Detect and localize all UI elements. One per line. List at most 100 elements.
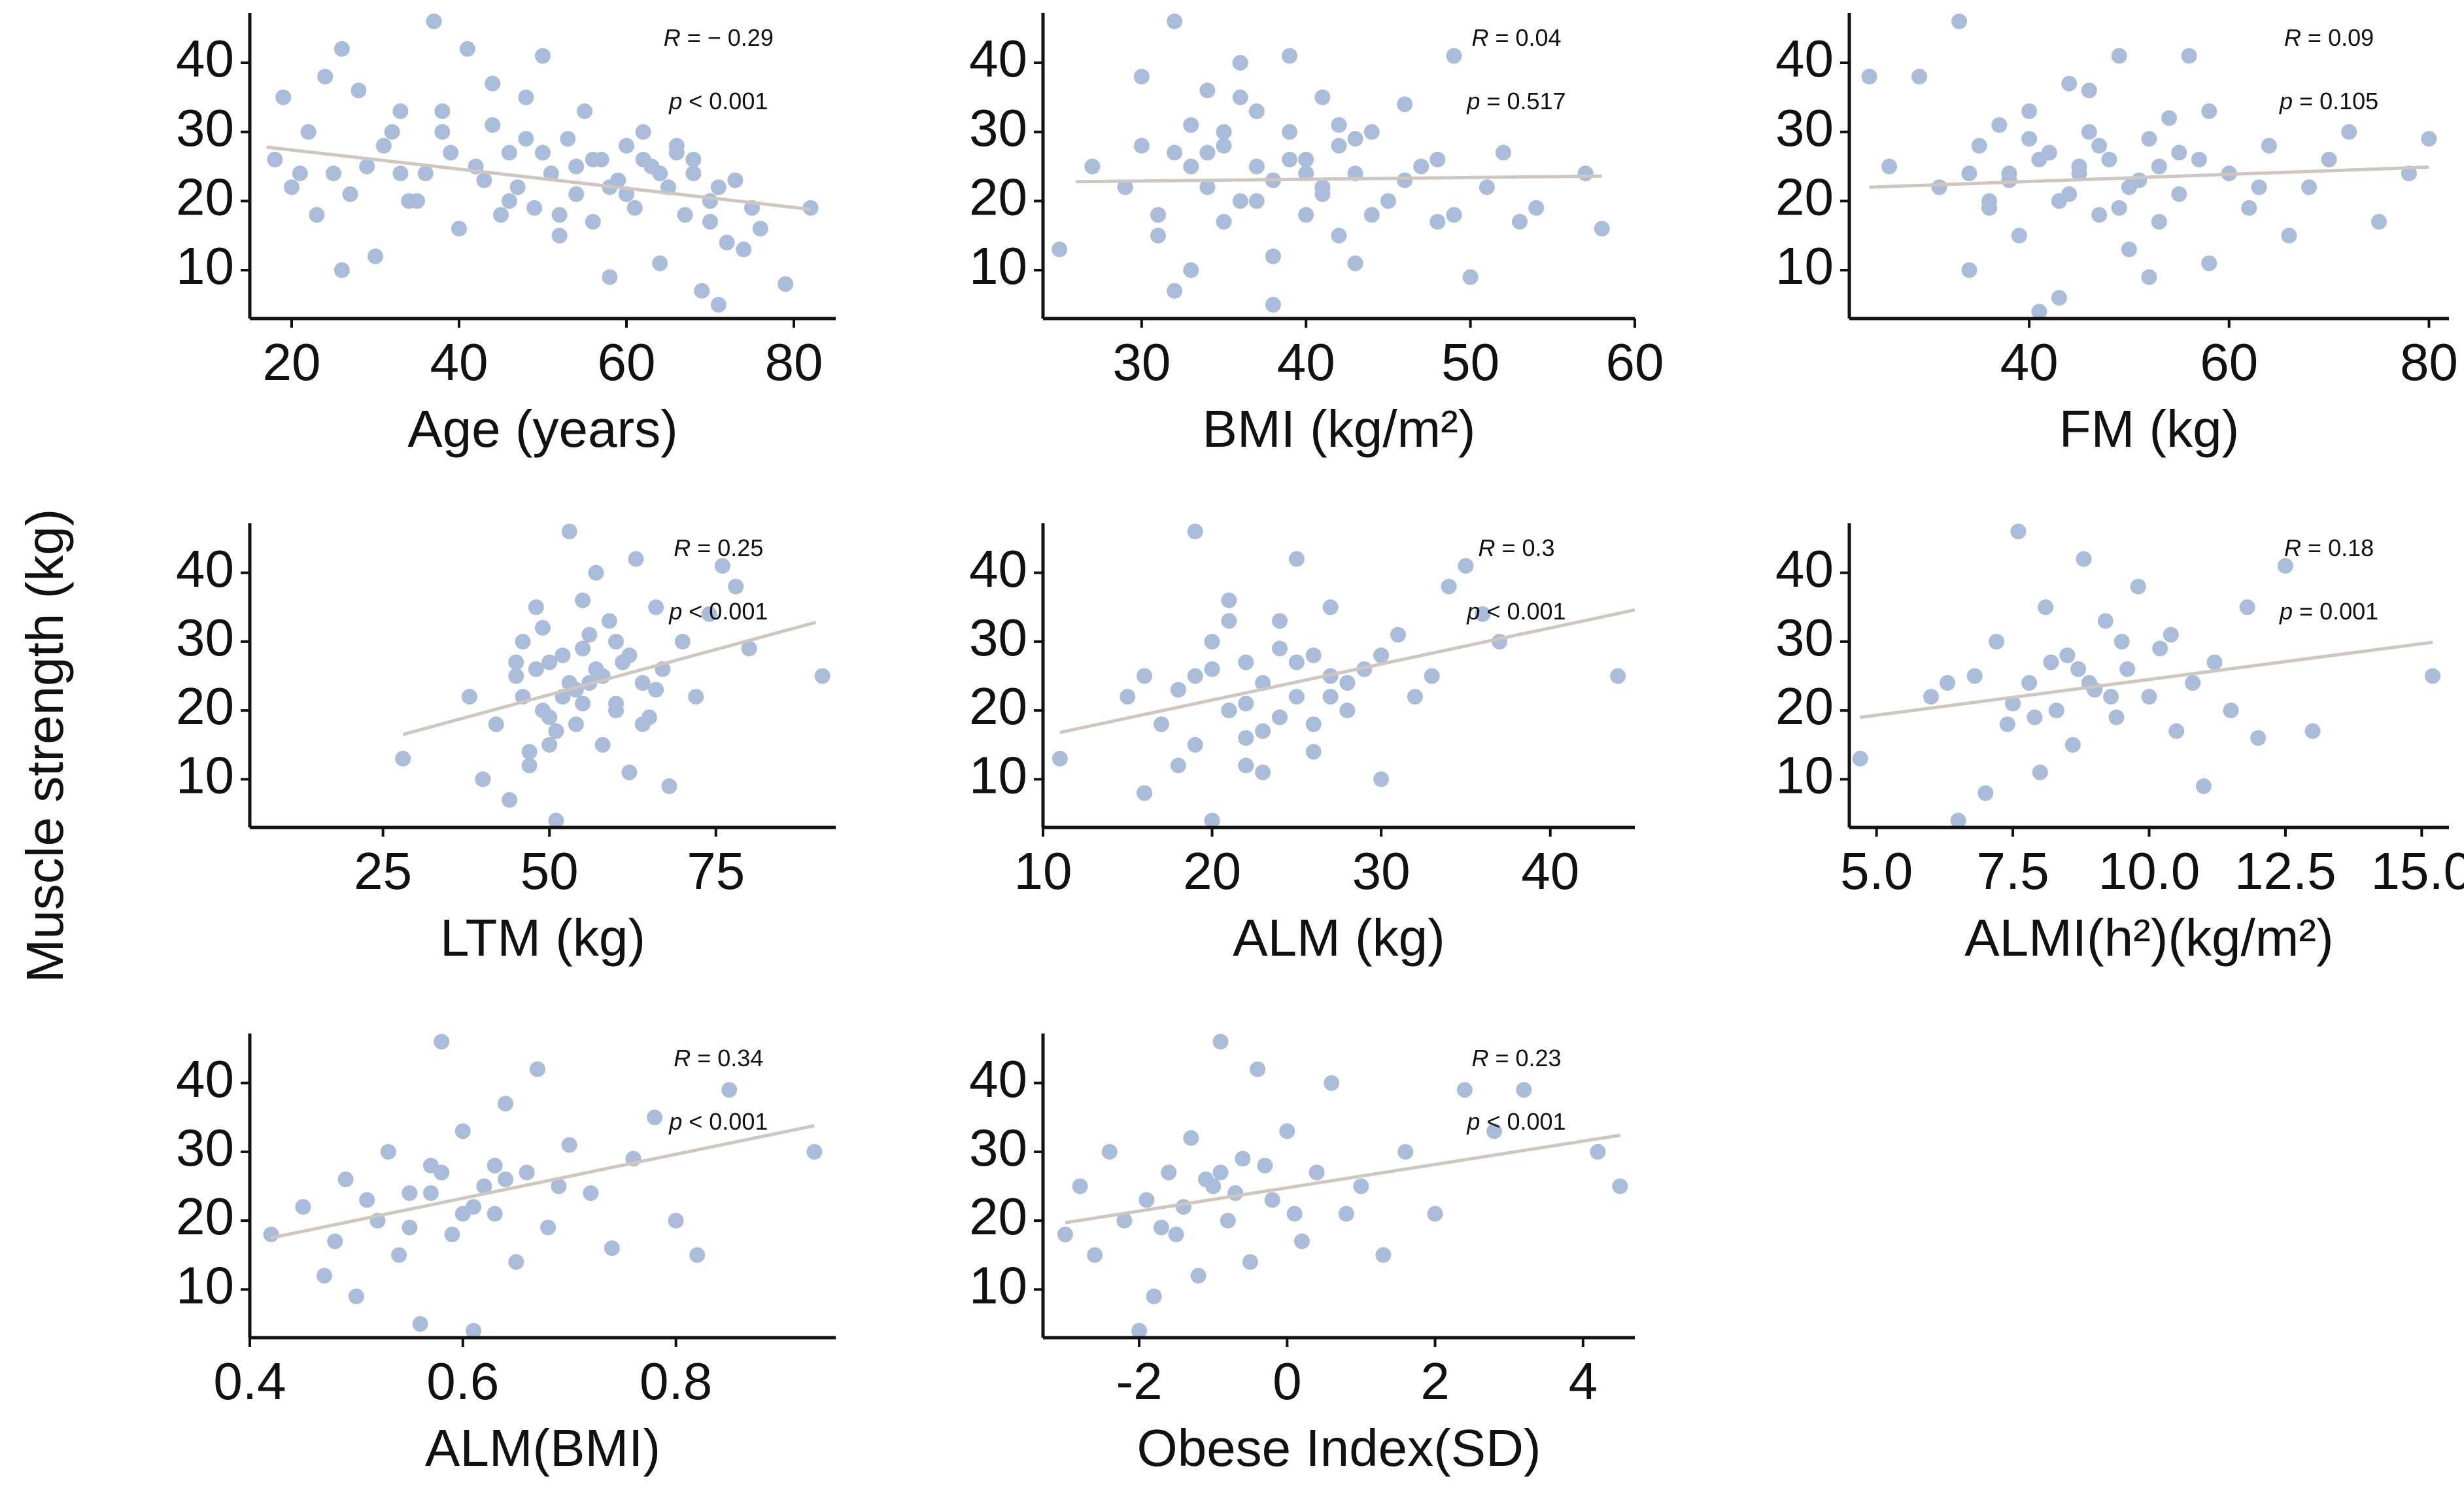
data-point — [1590, 1143, 1606, 1160]
data-point — [1495, 145, 1511, 161]
data-point — [2081, 124, 2097, 140]
x-tick-label: 60 — [598, 333, 656, 391]
data-point — [608, 703, 624, 719]
data-point — [1232, 193, 1248, 209]
data-point — [604, 1240, 620, 1257]
data-point — [543, 165, 559, 182]
data-point — [1322, 689, 1339, 705]
data-point — [1407, 689, 1423, 705]
data-point — [454, 1123, 471, 1139]
data-point — [426, 13, 442, 29]
data-point — [1373, 647, 1390, 663]
x-tick-label: 0.6 — [426, 1352, 499, 1410]
data-point — [263, 1226, 279, 1243]
data-point — [548, 723, 564, 739]
data-point — [588, 565, 604, 581]
x-tick-label: 40 — [1277, 333, 1335, 391]
x-tick-label: 10 — [1014, 842, 1072, 900]
data-point — [1331, 117, 1347, 133]
y-tick-label: 30 — [176, 99, 234, 157]
data-point — [581, 627, 598, 643]
data-point — [1212, 1164, 1229, 1181]
data-point — [621, 647, 638, 663]
data-point — [551, 228, 568, 244]
data-point — [561, 523, 577, 540]
data-point — [634, 675, 651, 691]
x-tick-label: 0 — [1273, 1352, 1302, 1410]
data-point — [1084, 158, 1101, 175]
data-point — [1187, 523, 1203, 540]
data-point — [459, 41, 475, 57]
data-point — [2425, 668, 2440, 684]
data-point — [585, 151, 601, 167]
data-point — [485, 75, 501, 92]
data-point — [2277, 558, 2293, 574]
x-tick-label: 80 — [765, 333, 823, 391]
r-annotation: R = 0.04 — [1471, 24, 1561, 51]
y-tick-label: 30 — [969, 1119, 1027, 1177]
data-point — [488, 716, 504, 733]
data-point — [1167, 13, 1183, 29]
data-point — [485, 117, 501, 133]
data-point — [487, 1157, 503, 1173]
p-annotation: p = 0.105 — [2279, 88, 2378, 114]
data-point — [1961, 262, 1977, 278]
data-point — [1116, 1213, 1133, 1229]
data-point — [2011, 228, 2027, 244]
r-annotation: R = 0.34 — [674, 1045, 763, 1071]
data-point — [1216, 214, 1232, 230]
data-point — [515, 633, 531, 650]
r-annotation: R = 0.25 — [674, 534, 763, 561]
x-tick-label: 60 — [1606, 333, 1664, 391]
data-point — [501, 145, 517, 161]
data-point — [619, 137, 634, 154]
regression-line — [1076, 174, 1602, 184]
data-point — [1183, 1130, 1199, 1146]
x-axis-title: ALM (kg) — [1233, 909, 1445, 967]
data-point — [2421, 131, 2437, 147]
x-tick-label: 25 — [354, 842, 412, 900]
data-point — [521, 757, 538, 774]
data-point — [2101, 151, 2117, 167]
data-point — [1216, 124, 1232, 140]
data-point — [728, 578, 744, 595]
data-point — [1190, 1268, 1206, 1284]
data-point — [1133, 69, 1150, 85]
data-point — [814, 668, 830, 684]
x-axis-title: Age (years) — [407, 400, 677, 458]
data-point — [635, 124, 651, 140]
data-point — [1154, 716, 1169, 733]
data-point — [701, 606, 717, 622]
data-point — [1167, 145, 1183, 161]
y-tick-label: 40 — [969, 1050, 1027, 1108]
panel-bmi: 10 20 30 40 30 40 50 60 BMI (kg/m²) R = 0.04 p = 0… — [969, 13, 1664, 458]
data-point — [384, 124, 400, 140]
data-point — [476, 172, 492, 188]
data-point — [391, 1247, 407, 1263]
data-point — [1989, 633, 2005, 650]
data-point — [540, 1219, 556, 1236]
data-point — [529, 1061, 545, 1077]
data-point — [719, 234, 735, 251]
data-point — [1138, 1192, 1155, 1208]
data-point — [1966, 668, 1983, 684]
data-point — [1298, 207, 1314, 223]
data-point — [334, 41, 350, 57]
y-tick-label: 20 — [176, 1187, 234, 1245]
data-point — [721, 1082, 738, 1098]
panel-fm: 10 20 30 40 40 60 80 FM (kg) R = 0.09 p = 0.105 — [1775, 13, 2458, 458]
data-point — [2171, 145, 2187, 161]
y-tick-label: 10 — [1775, 746, 1834, 804]
data-point — [1512, 214, 1528, 230]
data-point — [2206, 654, 2223, 670]
p-annotation: p < 0.001 — [1466, 598, 1566, 625]
data-point — [493, 207, 509, 223]
data-point — [1971, 137, 1987, 154]
data-point — [575, 695, 591, 712]
data-point — [518, 131, 534, 147]
x-tick-label: 75 — [687, 842, 745, 900]
data-point — [2239, 599, 2255, 616]
data-point — [2321, 151, 2337, 167]
data-point — [1322, 599, 1339, 616]
